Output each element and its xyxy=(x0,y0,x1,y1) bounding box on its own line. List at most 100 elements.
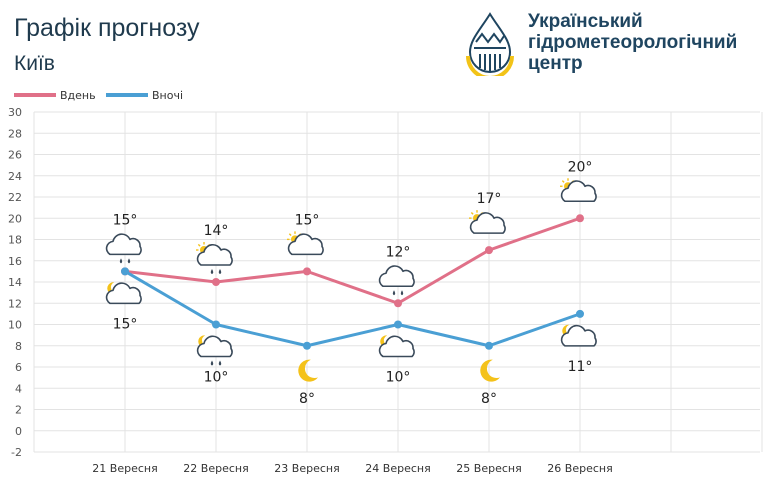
day-temp-label: 12° xyxy=(386,244,411,260)
day-point xyxy=(212,278,220,286)
day-line xyxy=(124,216,581,305)
org-line-1: Український xyxy=(528,11,643,32)
sun-ray xyxy=(470,211,474,215)
rain-drop xyxy=(127,258,131,264)
cloud-shape xyxy=(196,244,233,266)
y-tick-label: -2 xyxy=(11,446,22,459)
weather-icons xyxy=(105,178,597,382)
sun-ray xyxy=(288,233,292,236)
cloud-shape xyxy=(196,335,233,358)
city-name: Київ xyxy=(14,52,55,75)
y-tick-label: 30 xyxy=(8,106,22,119)
day-temp-label: 14° xyxy=(204,223,229,239)
night-point xyxy=(485,341,493,350)
y-tick-label: 24 xyxy=(8,170,22,183)
day-point xyxy=(394,299,402,308)
night-point xyxy=(212,320,220,329)
rain-drop xyxy=(392,290,396,296)
temperature-labels: 15° 14° 15° 12° 17° 20° 15° 10° 8° 10° 8° 11° xyxy=(113,159,593,407)
y-tick-label: 4 xyxy=(15,382,22,395)
rain-drop xyxy=(218,360,222,366)
day-temp-label: 17° xyxy=(477,191,502,207)
moon-cloud-rain-icon xyxy=(196,335,233,366)
day-temp-label: 15° xyxy=(113,212,138,228)
org-line-3: центр xyxy=(528,53,583,74)
night-temp-label: 10° xyxy=(386,370,411,386)
x-tick-label: 24 Вересня xyxy=(365,462,430,475)
night-line xyxy=(124,270,581,348)
rain-drop xyxy=(119,258,123,264)
org-line-2: гідрометеорологічний xyxy=(528,32,738,53)
night-temp-label: 8° xyxy=(299,391,315,407)
legend-day-label: Вдень xyxy=(60,89,96,102)
rain-drop xyxy=(218,269,222,274)
y-tick-label: 20 xyxy=(8,212,22,225)
sun-cloud-icon xyxy=(469,210,506,234)
sun-ray xyxy=(197,243,201,247)
cloud-shape xyxy=(105,282,142,305)
y-tick-label: 18 xyxy=(8,234,22,247)
cloud-rain-icon xyxy=(105,233,142,264)
day-point xyxy=(485,246,493,255)
rain-drop xyxy=(400,290,404,296)
x-tick-label: 21 Вересня xyxy=(92,462,157,475)
y-tick-label: 22 xyxy=(8,191,22,204)
y-tick-label: 12 xyxy=(8,297,22,310)
y-tick-label: 16 xyxy=(8,255,22,268)
y-tick-label: 14 xyxy=(8,276,22,289)
moon-cloud-icon xyxy=(378,335,415,358)
sun-cloud-icon xyxy=(287,231,324,256)
cloud-shape xyxy=(560,180,597,203)
night-temp-label: 10° xyxy=(204,370,229,386)
org-name: Український гідрометеорологічний центр xyxy=(528,11,768,74)
cloud-shape xyxy=(287,233,324,256)
y-tick-label: 6 xyxy=(15,361,22,374)
day-temp-label: 20° xyxy=(568,159,593,175)
hydromet-logo-icon xyxy=(466,12,514,76)
x-tick-label: 26 Вересня xyxy=(547,462,612,475)
x-axis: 21 Вересня 22 Вересня 23 Вересня 24 Вересня… xyxy=(92,462,612,475)
moon-cloud-icon xyxy=(105,282,142,305)
night-point xyxy=(394,320,402,329)
moon-cloud-icon xyxy=(560,324,597,347)
x-tick-label: 25 Вересня xyxy=(456,462,521,475)
y-tick-label: 2 xyxy=(15,404,22,417)
cloud-shape xyxy=(378,265,415,288)
legend-night-label: Вночі xyxy=(152,89,183,102)
cloud-shape xyxy=(469,212,506,234)
chart-title: Графік прогнозу xyxy=(14,14,200,42)
day-point xyxy=(303,267,311,276)
cloud-shape xyxy=(105,233,142,256)
y-tick-label: 10 xyxy=(8,319,22,332)
night-temp-label: 8° xyxy=(481,391,497,407)
cloud-shape xyxy=(378,335,415,358)
x-tick-label: 22 Вересня xyxy=(183,462,248,475)
moon-icon xyxy=(298,359,318,382)
moon-icon xyxy=(480,359,500,382)
moon-shape xyxy=(298,359,318,382)
rain-drop xyxy=(210,269,214,274)
cloud-shape xyxy=(560,324,597,347)
sun-ray xyxy=(561,180,565,183)
rain-drop xyxy=(210,360,214,366)
moon-shape xyxy=(480,359,500,382)
night-point xyxy=(303,341,311,350)
series xyxy=(121,214,584,350)
night-temp-label: 15° xyxy=(113,316,138,332)
day-point xyxy=(576,214,584,223)
day-temp-label: 15° xyxy=(295,212,320,228)
night-point xyxy=(576,309,584,318)
y-tick-label: 8 xyxy=(15,340,22,353)
night-temp-label: 11° xyxy=(568,359,593,375)
night-point xyxy=(121,267,129,276)
sun-cloud-rain-icon xyxy=(196,242,233,274)
y-tick-label: 0 xyxy=(15,425,22,438)
sun-cloud-icon xyxy=(560,178,597,203)
cloud-rain-icon xyxy=(378,265,415,296)
legend: Вдень Вночі xyxy=(14,89,183,102)
x-tick-label: 23 Вересня xyxy=(274,462,339,475)
y-tick-label: 28 xyxy=(8,127,22,140)
y-tick-label: 26 xyxy=(8,149,22,162)
